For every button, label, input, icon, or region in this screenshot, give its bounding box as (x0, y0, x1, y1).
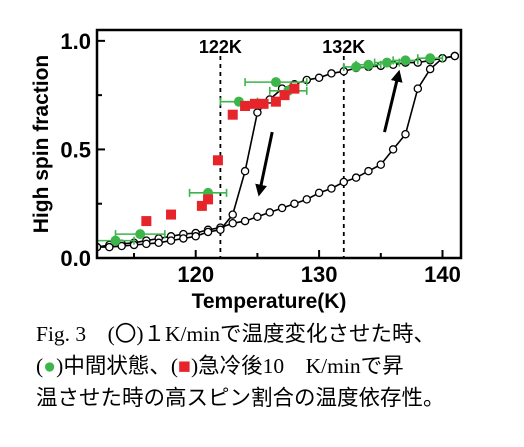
y-tick-label: 1.0 (60, 29, 91, 54)
open-circle-point (364, 166, 373, 176)
green-circle-point (400, 55, 411, 66)
red-square-point (203, 194, 214, 205)
caption-text: )中間状態、( (56, 354, 178, 378)
red-square-point (289, 83, 300, 94)
cooling-arrow (255, 131, 274, 197)
x-tick-label: 120 (177, 262, 214, 287)
plot-inner (97, 51, 460, 258)
plot-area (97, 51, 460, 258)
red-square-point (141, 216, 152, 227)
heating-arrow (383, 69, 403, 133)
open-circle-icon: 〇 (114, 322, 137, 346)
open-circle-point (265, 208, 274, 217)
open-circle-point (253, 108, 262, 117)
red-square-icon: ■ (178, 354, 191, 378)
open-circle-point (314, 73, 324, 83)
reference-line-label: 132K (322, 37, 365, 57)
open-circle-point (413, 84, 423, 93)
red-square-point (196, 200, 207, 211)
green-circle-point (270, 77, 281, 88)
red-square-point (270, 96, 281, 107)
x-axis-title: Temperature(K) (192, 290, 347, 313)
open-circle-point (216, 225, 225, 235)
y-tick-label: 0.0 (60, 246, 91, 271)
plot-frame (95, 28, 463, 260)
open-circle-point (401, 129, 410, 139)
open-circle-point (327, 184, 336, 193)
caption-text: Fig. 3 ( (36, 322, 115, 346)
open-circle-point (425, 64, 435, 74)
open-circle-point (253, 212, 262, 221)
green-circle-point (381, 57, 392, 68)
open-circle-point (105, 242, 114, 252)
caption-text: )急冷後10 K/minで昇 (191, 354, 404, 378)
x-tick-label: 140 (424, 262, 461, 287)
open-circle-point (388, 145, 398, 154)
red-square-point (279, 90, 290, 101)
red-square-point (240, 101, 251, 111)
red-square-point (258, 98, 269, 109)
caption-line-3: 温させた時の高スピン割合の温度依存性。 (36, 386, 445, 410)
y-tick-label: 0.5 (60, 137, 91, 162)
open-circle-point (277, 203, 287, 213)
caption-line-2: (●)中間状態、(■)急冷後10 K/minで昇 (36, 350, 516, 382)
open-circle-point (240, 166, 250, 176)
y-axis-title: High spin fraction (30, 55, 53, 234)
green-circle-point (135, 229, 146, 240)
open-circle-point (166, 236, 176, 245)
caption-text: ( (36, 354, 44, 378)
open-circle-point (228, 210, 237, 219)
open-circle-point (302, 195, 312, 204)
caption-text: )１K/minで温度変化させた時、 (136, 322, 435, 346)
caption-line-1: Fig. 3 (〇)１K/minで温度変化させた時、 (36, 318, 516, 350)
figure-caption: Fig. 3 (〇)１K/minで温度変化させた時、 (●)中間状態、(■)急冷… (36, 318, 516, 414)
open-circle-point (339, 177, 349, 187)
green-circle-point (363, 59, 374, 70)
open-circle-point (179, 234, 188, 243)
open-circle-point (351, 173, 361, 182)
open-circle-point (154, 238, 163, 248)
open-circle-point (240, 216, 250, 226)
open-circle-point (376, 160, 386, 169)
open-circle-point (450, 51, 460, 61)
open-circle-point (314, 188, 324, 198)
open-circle-point (117, 241, 126, 251)
x-tick-label: 130 (301, 262, 338, 287)
red-square-point (166, 209, 177, 220)
open-circle-point (203, 227, 213, 237)
open-circle-point (142, 239, 151, 249)
red-square-point (212, 155, 223, 166)
red-square-point (249, 98, 260, 109)
green-circle-point (110, 235, 121, 246)
green-circle-icon: ● (43, 354, 57, 378)
open-circle-point (290, 199, 299, 208)
open-circle-point (327, 69, 336, 78)
red-square-point (227, 109, 238, 120)
reference-line-label: 122K (199, 37, 242, 57)
green-circle-point (425, 53, 436, 64)
open-circle-point (191, 232, 200, 241)
open-circle-point (228, 219, 237, 228)
axes: 122K 132K 120 130 140 0.0 0.5 1.0 Temperature(K)… (30, 28, 463, 313)
